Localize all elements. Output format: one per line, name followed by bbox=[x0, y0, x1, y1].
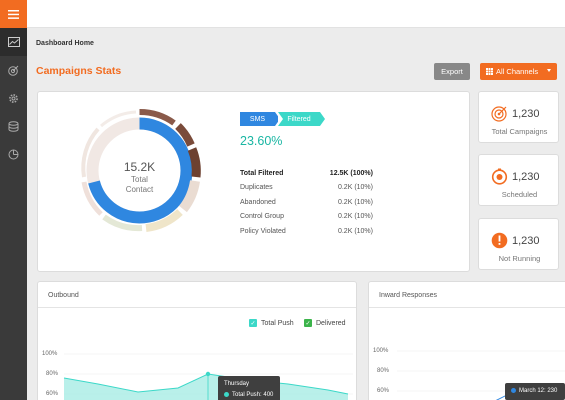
top-bar bbox=[27, 0, 565, 28]
breadcrumb[interactable]: Dashboard Home bbox=[36, 40, 94, 47]
tooltip-text: March 12: 230 bbox=[519, 388, 558, 395]
export-button[interactable]: Export bbox=[434, 63, 470, 80]
sidebar-item-campaigns[interactable] bbox=[0, 56, 27, 84]
campaign-summary-card: 15.2K Total Contact SMS Filtered 23.60% … bbox=[37, 91, 470, 272]
chart-image-icon bbox=[7, 37, 20, 47]
chevron-down-icon bbox=[547, 69, 551, 72]
table-row: Abandoned 0.2K (10%) bbox=[240, 195, 373, 210]
total-label: Total bbox=[131, 175, 148, 184]
row-label: Control Group bbox=[240, 213, 284, 221]
kpi-not-running[interactable]: 1,230 Not Running bbox=[478, 218, 559, 270]
divider bbox=[38, 307, 356, 308]
kpi-scheduled[interactable]: 1,230 Scheduled bbox=[478, 154, 559, 206]
page-title: Campaigns Stats bbox=[36, 65, 122, 77]
y-tick: 100% bbox=[373, 348, 389, 354]
kpi-value: 1,230 bbox=[512, 170, 540, 183]
y-tick: 80% bbox=[377, 368, 390, 374]
series-dot-icon bbox=[224, 392, 229, 397]
outbound-tooltip: Thursday Total Push: 400 bbox=[218, 376, 280, 400]
row-value: 0.2K (10%) bbox=[337, 198, 373, 206]
contact-label: Contact bbox=[125, 185, 154, 194]
filtered-percent: 23.60% bbox=[240, 134, 283, 148]
kpi-label: Scheduled bbox=[501, 190, 538, 199]
all-channels-label: All Channels bbox=[496, 67, 539, 76]
row-value: 12.5K (100%) bbox=[329, 169, 373, 177]
kpi-value: 1,230 bbox=[512, 234, 540, 247]
alert-icon bbox=[491, 232, 508, 249]
table-row: Duplicates 0.2K (10%) bbox=[240, 181, 373, 196]
pie-chart-icon bbox=[8, 149, 19, 159]
row-value: 0.2K (10%) bbox=[337, 213, 373, 221]
kpi-value: 1,230 bbox=[512, 107, 540, 120]
table-row: Policy Violated 0.2K (10%) bbox=[240, 224, 373, 239]
sidebar-item-database[interactable] bbox=[0, 112, 27, 140]
sidebar-item-dashboard[interactable] bbox=[0, 28, 27, 56]
inward-tooltip: March 12: 230 bbox=[505, 383, 565, 400]
filter-stats-table: Total Filtered 12.5K (100%) Duplicates 0… bbox=[240, 166, 373, 239]
tooltip-line: March 12: 230 bbox=[511, 388, 557, 394]
tag-sms[interactable]: SMS bbox=[240, 112, 280, 126]
total-contact-value: 15.2K bbox=[123, 160, 156, 174]
sidebar-item-reports[interactable] bbox=[0, 140, 27, 168]
inward-responses-panel: Inward Responses 100% 80% 60% bbox=[368, 281, 565, 400]
total-contact-label: Total Contact bbox=[76, 175, 203, 195]
row-label: Duplicates bbox=[240, 184, 273, 192]
row-label: Abandoned bbox=[240, 198, 276, 206]
target-icon bbox=[491, 106, 507, 122]
series-dot-icon bbox=[511, 388, 516, 393]
y-tick: 100% bbox=[42, 351, 58, 357]
tooltip-text: Total Push: 400 bbox=[232, 392, 274, 399]
checkbox-checked-icon: ✓ bbox=[249, 319, 257, 327]
database-icon bbox=[8, 120, 19, 132]
gear-icon bbox=[9, 93, 18, 103]
legend-delivered[interactable]: ✓ Delivered bbox=[304, 319, 346, 327]
sunburst-svg bbox=[81, 108, 201, 232]
tooltip-line: Total Push: 400 bbox=[224, 392, 273, 398]
grid-icon bbox=[486, 68, 493, 75]
tag-filtered[interactable]: Filtered bbox=[278, 112, 325, 126]
sunburst-chart[interactable]: 15.2K Total Contact bbox=[76, 107, 203, 234]
y-tick: 60% bbox=[46, 391, 59, 397]
menu-button[interactable] bbox=[0, 0, 27, 28]
outbound-title: Outbound bbox=[48, 292, 79, 299]
kpi-label: Not Running bbox=[498, 254, 541, 263]
kpi-total-campaigns[interactable]: 1,230 Total Campaigns bbox=[478, 91, 559, 143]
sidebar bbox=[0, 0, 27, 400]
table-row: Control Group 0.2K (10%) bbox=[240, 210, 373, 225]
legend-label: Total Push bbox=[261, 319, 294, 327]
legend-total-push[interactable]: ✓ Total Push bbox=[249, 319, 294, 327]
checkbox-checked-icon: ✓ bbox=[304, 319, 312, 327]
row-value: 0.2K (10%) bbox=[337, 227, 373, 235]
legend-label: Delivered bbox=[316, 319, 346, 327]
row-label: Policy Violated bbox=[240, 227, 286, 235]
sidebar-item-settings[interactable] bbox=[0, 84, 27, 112]
all-channels-dropdown[interactable]: All Channels bbox=[480, 63, 557, 80]
outbound-area-chart[interactable] bbox=[38, 282, 358, 400]
y-tick: 80% bbox=[46, 371, 59, 377]
tooltip-title: Thursday bbox=[224, 381, 250, 387]
y-tick: 60% bbox=[377, 388, 390, 394]
hamburger-icon bbox=[8, 9, 19, 19]
row-label: Total Filtered bbox=[240, 169, 284, 177]
kpi-label: Total Campaigns bbox=[491, 127, 548, 136]
row-value: 0.2K (10%) bbox=[337, 184, 373, 192]
target-icon bbox=[8, 65, 19, 76]
timer-icon bbox=[491, 168, 508, 185]
divider bbox=[369, 307, 565, 308]
outbound-panel: Outbound ✓ Total Push ✓ Delivered 100% 8… bbox=[37, 281, 357, 400]
inward-title: Inward Responses bbox=[379, 292, 437, 299]
table-row: Total Filtered 12.5K (100%) bbox=[240, 166, 373, 181]
